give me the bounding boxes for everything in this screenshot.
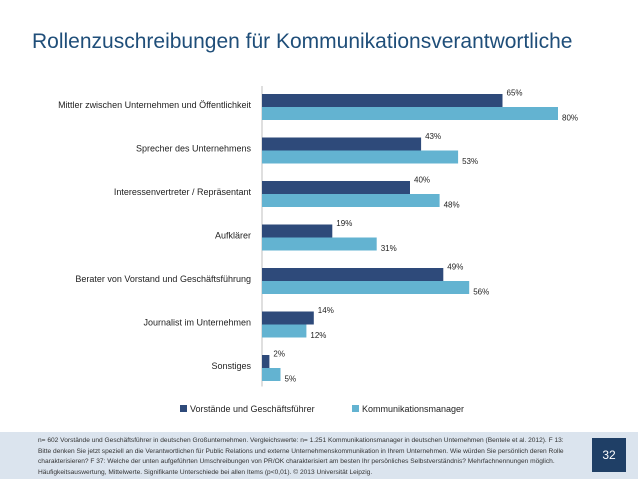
footer-band: n= 602 Vorstände und Geschäftsführer in … <box>0 432 638 479</box>
bar-kommunikationsmanager <box>262 368 281 381</box>
bar-vorstaende <box>262 137 422 151</box>
bar-vorstaende <box>262 311 314 325</box>
data-label: 65% <box>507 89 523 98</box>
data-label: 53% <box>462 157 478 166</box>
bar-kommunikationsmanager <box>262 281 470 294</box>
slide-title: Rollenzuschreibungen für Kommunikationsv… <box>32 30 573 53</box>
data-label: 31% <box>381 244 397 253</box>
legend-swatch <box>352 405 359 412</box>
data-label: 12% <box>310 331 326 340</box>
legend-label: Kommunikationsmanager <box>362 404 464 414</box>
legend-label: Vorstände und Geschäftsführer <box>190 404 315 414</box>
bar-vorstaende <box>262 268 444 281</box>
category-label: Berater von Vorstand und Geschäftsführun… <box>75 274 251 284</box>
bar-kommunikationsmanager <box>262 194 440 207</box>
data-label: 5% <box>285 375 297 384</box>
data-label: 48% <box>444 201 460 210</box>
category-label: Interessenvertreter / Repräsentant <box>114 187 252 197</box>
data-label: 43% <box>425 132 441 141</box>
bar-vorstaende <box>262 355 270 368</box>
bar-vorstaende <box>262 94 503 107</box>
category-label: Sonstiges <box>211 361 251 371</box>
data-label: 49% <box>447 263 463 272</box>
bar-kommunikationsmanager <box>262 150 459 164</box>
data-label: 14% <box>318 306 334 315</box>
data-label: 80% <box>562 114 578 123</box>
data-label: 2% <box>273 350 285 359</box>
footnote: n= 602 Vorstände und Geschäftsführer in … <box>38 437 564 476</box>
bar-kommunikationsmanager <box>262 237 377 251</box>
bar-chart: Mittler zwischen Unternehmen und Öffentl… <box>58 86 578 414</box>
category-label: Aufklärer <box>215 231 251 241</box>
data-label: 19% <box>336 219 352 228</box>
bar-vorstaende <box>262 181 410 194</box>
bar-kommunikationsmanager <box>262 107 558 120</box>
bar-kommunikationsmanager <box>262 324 307 338</box>
data-label: 40% <box>414 176 430 185</box>
category-label: Journalist im Unternehmen <box>143 318 251 328</box>
category-label: Mittler zwischen Unternehmen und Öffentl… <box>58 100 251 110</box>
bar-vorstaende <box>262 224 333 238</box>
category-label: Sprecher des Unternehmens <box>136 144 252 154</box>
data-label: 56% <box>473 288 489 297</box>
legend-swatch <box>180 405 187 412</box>
page-number: 32 <box>592 438 626 472</box>
